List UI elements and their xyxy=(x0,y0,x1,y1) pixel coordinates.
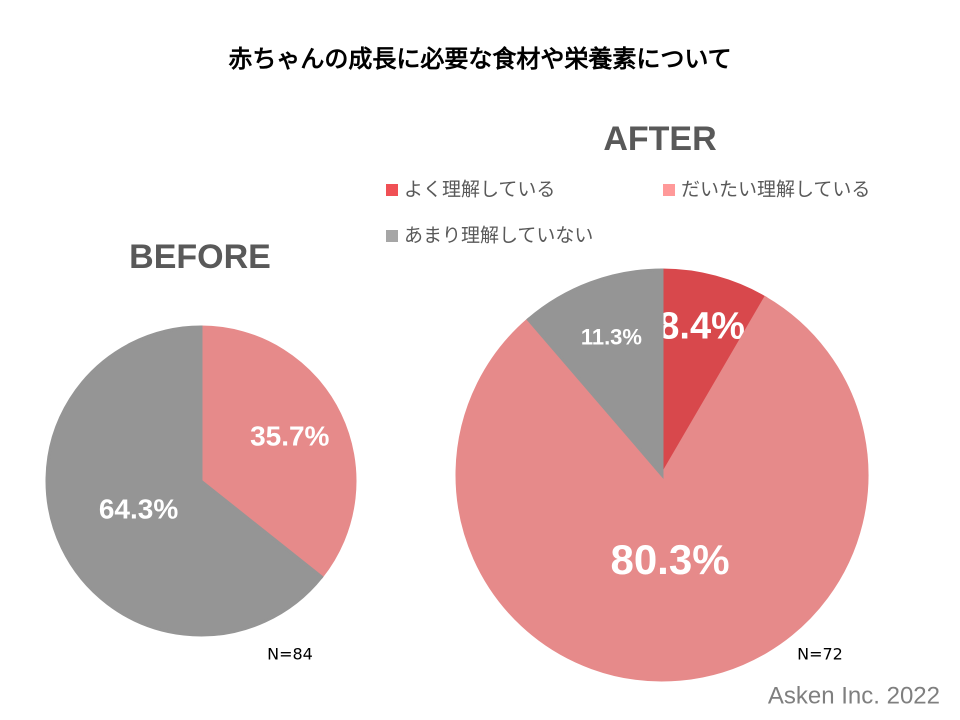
value-label: 64.3% xyxy=(99,493,178,524)
value-label: 35.7% xyxy=(250,421,329,452)
value-label: 8.4% xyxy=(658,306,745,348)
pie-title: AFTER xyxy=(603,120,716,158)
sample-size: N=84 xyxy=(267,645,313,664)
credit: Asken Inc. 2022 xyxy=(768,682,940,709)
sample-size: N=72 xyxy=(797,645,843,664)
legend-swatch xyxy=(386,184,398,196)
pie-title: BEFORE xyxy=(129,238,271,276)
legend-swatch xyxy=(663,184,675,196)
legend-swatch xyxy=(386,230,398,242)
legend-label: だいたい理解している xyxy=(681,179,870,201)
pie-slice xyxy=(45,325,324,637)
legend-label: あまり理解していない xyxy=(404,225,593,247)
pie-slice xyxy=(455,295,869,682)
legend-label: よく理解している xyxy=(404,179,555,201)
chart-title: 赤ちゃんの成長に必要な食材や栄養素について xyxy=(228,45,731,73)
pie-slice xyxy=(526,268,664,480)
pie-slice xyxy=(660,268,768,481)
value-label: 80.3% xyxy=(610,536,729,583)
pie-slice xyxy=(199,325,357,580)
value-label: 11.3% xyxy=(581,324,642,349)
